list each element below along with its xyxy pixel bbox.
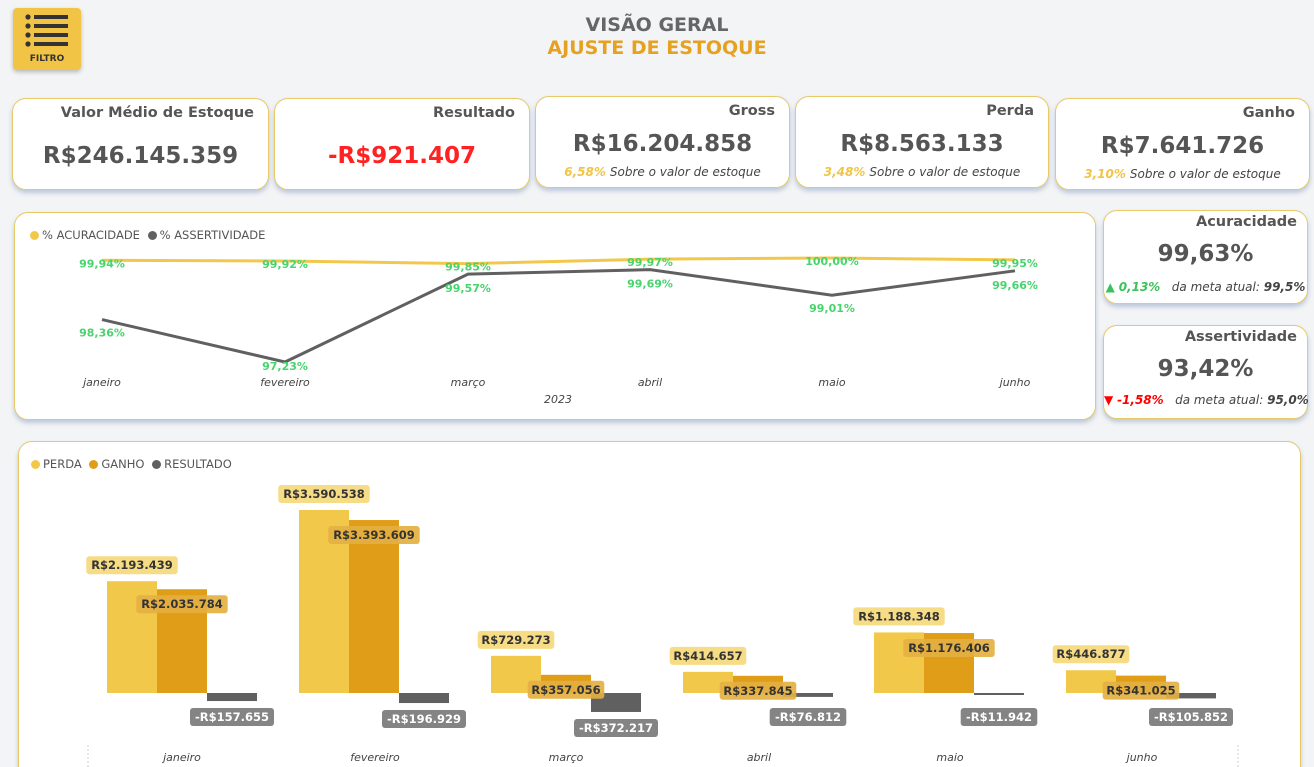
kpi-title: Gross [728, 103, 775, 119]
legend-item-resultado[interactable]: RESULTADO [152, 457, 232, 471]
kpi-pct: 3,10% [1084, 167, 1126, 181]
delta-value: 0,13% [1118, 280, 1161, 294]
legend-item-ganho[interactable]: GANHO [89, 457, 144, 471]
legend-item-acuracidade[interactable]: % ACURACIDADE [30, 228, 140, 242]
acuracidade-delta: ▲ 0,13% da meta atual: 99,5% [1104, 280, 1307, 294]
arrow-up-icon: ▲ [1105, 280, 1115, 294]
bar-chart-legend: PERDA GANHO RESULTADO [31, 457, 236, 471]
assertividade-delta: ▼ -1,58% da meta atual: 95,0% [1104, 393, 1309, 407]
meta-label: da meta atual: [1171, 280, 1260, 294]
acuracidade-card: Acuracidade 99,63% ▲ 0,13% da meta atual… [1103, 210, 1308, 304]
kpi-subtitle: 3,48% Sobre o valor de estoque [796, 165, 1048, 179]
kpi-subtext: Sobre o valor de estoque [609, 165, 761, 179]
legend-label: RESULTADO [164, 457, 232, 471]
kpi-subtext: Sobre o valor de estoque [1129, 167, 1281, 181]
legend-label: GANHO [101, 457, 145, 471]
kpi-value: R$246.145.359 [42, 143, 239, 169]
meta-value: 99,5% [1263, 280, 1306, 294]
line-chart-card: % ACURACIDADE % ASSERTIVIDADE [14, 212, 1096, 420]
kpi-value: -R$921.407 [327, 143, 477, 169]
line-chart-legend: % ACURACIDADE % ASSERTIVIDADE [30, 228, 269, 242]
bar-chart-card: PERDA GANHO RESULTADO [18, 441, 1301, 767]
assertividade-card: Assertividade 93,42% ▼ -1,58% da meta at… [1103, 325, 1309, 419]
kpi-title: Valor Médio de Estoque [60, 105, 254, 121]
legend-label: PERDA [43, 457, 82, 471]
kpi-subtitle: 3,10% Sobre o valor de estoque [1056, 167, 1309, 181]
page-title: VISÃO GERAL [585, 14, 729, 36]
kpi-value: R$16.204.858 [572, 131, 753, 157]
page-header: VISÃO GERAL AJUSTE DE ESTOQUE [0, 14, 1314, 59]
acuracidade-title: Acuracidade [1195, 214, 1297, 230]
list-icon [25, 14, 68, 47]
kpi-pct: 6,58% [564, 165, 606, 179]
kpi-title: Ganho [1242, 105, 1295, 121]
filter-button[interactable]: FILTRO [13, 8, 81, 70]
filter-label: FILTRO [29, 54, 65, 64]
kpi-card-resultado: Resultado -R$921.407 [274, 98, 530, 190]
assertividade-title: Assertividade [1184, 329, 1297, 345]
arrow-down-icon: ▼ [1104, 393, 1114, 407]
acuracidade-value: 99,63% [1157, 241, 1254, 267]
legend-item-perda[interactable]: PERDA [31, 457, 82, 471]
kpi-card-gross: Gross R$16.204.858 6,58% Sobre o valor de… [535, 96, 790, 188]
legend-label: % ASSERTIVIDADE [159, 228, 266, 242]
kpi-subtext: Sobre o valor de estoque [869, 165, 1021, 179]
delta-value: -1,58% [1117, 393, 1164, 407]
assertividade-value: 93,42% [1157, 356, 1254, 382]
kpi-title: Resultado [433, 105, 515, 121]
kpi-value: R$8.563.133 [840, 131, 1004, 157]
legend-label: % ACURACIDADE [42, 228, 140, 242]
kpi-title: Perda [986, 103, 1034, 119]
page-subtitle: AJUSTE DE ESTOQUE [547, 37, 767, 59]
kpi-subtitle: 6,58% Sobre o valor de estoque [536, 165, 789, 179]
meta-value: 95,0% [1267, 393, 1309, 407]
kpi-value: R$7.641.726 [1100, 133, 1265, 159]
kpi-card-ganho: Ganho R$7.641.726 3,10% Sobre o valor de … [1055, 98, 1310, 190]
kpi-pct: 3,48% [823, 165, 866, 179]
kpi-card-perda: Perda R$8.563.133 3,48% Sobre o valor de … [795, 96, 1049, 188]
legend-item-assertividade[interactable]: % ASSERTIVIDADE [147, 228, 266, 242]
kpi-card-valor-medio: Valor Médio de Estoque R$246.145.359 [12, 98, 269, 190]
meta-label: da meta atual: [1175, 393, 1264, 407]
